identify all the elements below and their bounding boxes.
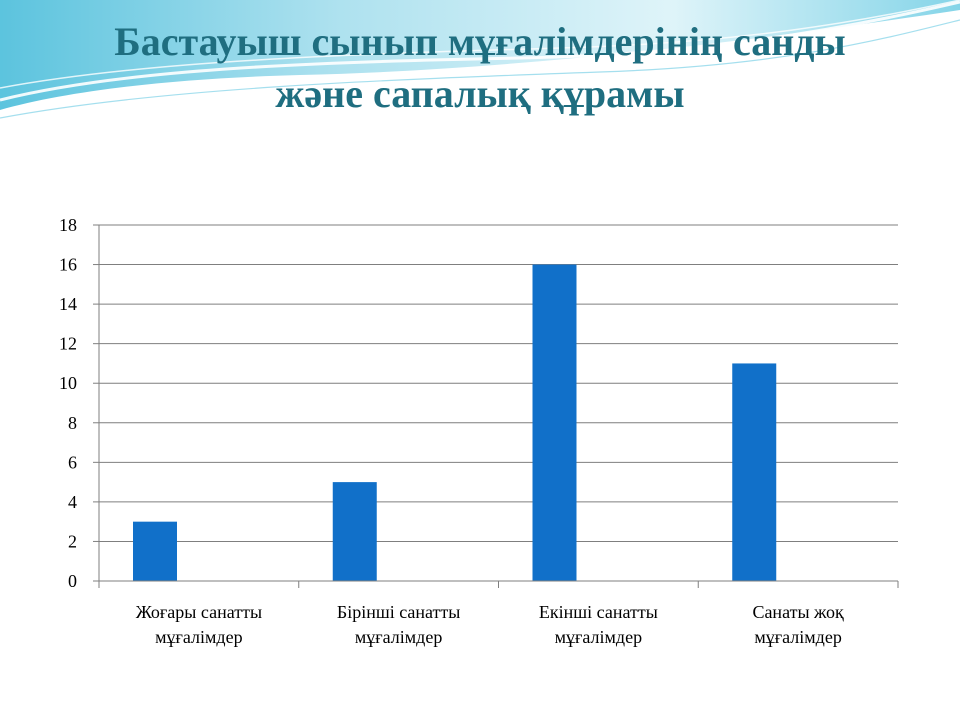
x-category-label-line: Екінші санатты [539,602,658,622]
y-tick-label: 10 [59,373,77,393]
bar [732,363,777,581]
bar [133,521,177,581]
title-line-1: Бастауыш сынып мұғалімдерінің санды [114,19,846,64]
x-category-label-line: мұғалімдер [555,627,642,647]
y-tick-label: 12 [59,334,77,354]
bar [332,482,377,581]
x-category-label-line: мұғалімдер [754,627,841,647]
axes [93,224,899,588]
y-tick-label: 8 [68,413,77,433]
x-category-label-line: Жоғары санатты [136,602,262,622]
y-tick-label: 4 [68,492,77,512]
y-tick-label: 18 [59,215,77,235]
y-tick-label: 2 [68,531,77,551]
x-category-label: Бірінші санатты мұғалімдер [337,602,461,647]
x-category-label: Санаты жоқ мұғалімдер [752,602,844,647]
x-category-label-line: мұғалімдер [355,627,442,647]
title-line-2: және сапалық құрамы [275,71,685,116]
x-category-label: Жоғары санатты мұғалімдер [136,602,262,647]
slide-title: Бастауыш сынып мұғалімдерінің санды және… [0,16,960,120]
bar [532,264,577,581]
y-tick-label: 16 [59,255,77,275]
y-tick-label: 0 [68,571,77,591]
gridlines [99,224,898,542]
y-tick-label: 14 [59,294,77,314]
y-tick-label: 6 [68,452,77,472]
x-category-label-line: Санаты жоқ [752,602,844,622]
header-wave-decoration [0,0,960,119]
x-category-label-line: мұғалімдер [155,627,242,647]
x-category-label: Екінші санатты мұғалімдер [539,602,658,647]
bars [133,264,777,581]
x-category-label-line: Бірінші санатты [337,602,461,622]
